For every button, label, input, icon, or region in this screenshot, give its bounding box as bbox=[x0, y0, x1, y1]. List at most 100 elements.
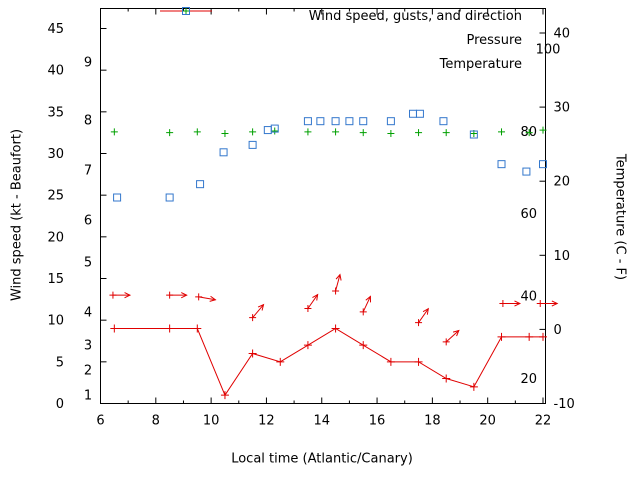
pressure-marker bbox=[166, 129, 174, 137]
wind-direction-arrowhead bbox=[422, 307, 429, 315]
legend: Wind speed, gusts, and direction Pressur… bbox=[150, 4, 522, 76]
temperature-marker bbox=[386, 117, 395, 126]
y-left-tick-label: 0 bbox=[56, 397, 64, 412]
wind-direction-arrowhead bbox=[257, 303, 265, 311]
y-left-tick-label: 35 bbox=[47, 105, 64, 120]
temperature-marker bbox=[539, 160, 547, 169]
temperature-marker bbox=[219, 148, 228, 157]
wind-speed-marker bbox=[193, 324, 202, 333]
wind-speed-marker bbox=[414, 357, 423, 366]
x-tick-label: 12 bbox=[258, 414, 275, 429]
legend-label-pressure: Pressure bbox=[466, 32, 522, 48]
wind-speed-marker bbox=[469, 382, 478, 391]
wind-speed-marker bbox=[165, 324, 174, 333]
wind-direction-arrow bbox=[335, 274, 341, 292]
temperature-square-icon bbox=[182, 7, 190, 15]
beaufort-scale-label: 6 bbox=[84, 214, 92, 229]
temperature-marker bbox=[469, 130, 478, 139]
pressure-marker bbox=[525, 129, 533, 137]
pressure-plus-icon bbox=[182, 7, 190, 15]
wind-direction-arrowhead bbox=[514, 300, 522, 307]
wind-direction-arrow bbox=[252, 304, 264, 318]
pressure-marker bbox=[271, 127, 279, 135]
y-right-tick-label: 30 bbox=[554, 101, 571, 116]
wind-direction-arrowhead bbox=[209, 295, 217, 302]
pressure-marker bbox=[221, 130, 229, 137]
pressure-marker bbox=[539, 126, 547, 134]
wind-speed-marker bbox=[442, 374, 451, 383]
wind-speed-marker bbox=[539, 332, 547, 341]
temperature-marker bbox=[303, 117, 312, 126]
legend-item-pressure: Pressure bbox=[150, 7, 522, 52]
temperature-marker bbox=[270, 124, 279, 133]
plot-border bbox=[100, 8, 546, 404]
wind-speed-marker bbox=[525, 332, 534, 341]
temperature-marker bbox=[248, 140, 257, 149]
pressure-marker bbox=[332, 128, 340, 136]
pressure-marker bbox=[442, 129, 450, 137]
wind-speed-marker bbox=[110, 324, 119, 333]
wind-direction-arrowhead bbox=[124, 292, 132, 299]
beaufort-scale-label: 7 bbox=[84, 164, 92, 179]
temperature-marker bbox=[263, 126, 272, 135]
beaufort-scale-label: 9 bbox=[84, 55, 92, 70]
y-left-tick-label: 5 bbox=[56, 355, 64, 370]
wind-direction-arrowhead bbox=[181, 292, 188, 299]
pressure-marker bbox=[415, 129, 423, 137]
x-tick-label: 14 bbox=[313, 414, 330, 429]
pressure-marker bbox=[498, 128, 506, 136]
pressure-marker bbox=[387, 130, 395, 137]
x-axis-title: Local time (Atlantic/Canary) bbox=[231, 451, 413, 467]
wind-speed-marker bbox=[386, 357, 395, 366]
y-right-tick-label: 20 bbox=[554, 175, 571, 190]
wind-speed-marker bbox=[220, 391, 229, 400]
x-tick-label: 22 bbox=[535, 414, 552, 429]
y-right-tick-label: 40 bbox=[554, 27, 571, 42]
wind-speed-marker bbox=[331, 324, 340, 333]
wind-direction-arrowhead bbox=[335, 273, 342, 281]
temperature-marker bbox=[522, 167, 531, 176]
wind-direction-arrow bbox=[445, 330, 460, 343]
left-axis-title: Wind speed (kt - Beaufort) bbox=[9, 128, 25, 302]
wind-speed-marker bbox=[276, 357, 285, 366]
fahrenheit-scale-label: 20 bbox=[520, 372, 537, 387]
temperature-marker bbox=[165, 193, 174, 202]
temperature-marker bbox=[409, 109, 418, 118]
temperature-marker bbox=[113, 193, 122, 202]
wind-direction-arrow bbox=[362, 296, 371, 313]
temperature-marker bbox=[415, 109, 424, 118]
pressure-marker bbox=[304, 128, 312, 136]
beaufort-scale-label: 8 bbox=[84, 114, 92, 129]
temperature-marker bbox=[359, 117, 368, 126]
y-left-tick-label: 10 bbox=[47, 314, 64, 329]
wind-speed-marker bbox=[248, 349, 257, 358]
fahrenheit-scale-label: 40 bbox=[520, 289, 537, 304]
y-left-tick-label: 40 bbox=[47, 64, 64, 79]
temperature-marker bbox=[439, 117, 448, 126]
temperature-marker bbox=[497, 160, 506, 169]
pressure-marker bbox=[359, 129, 367, 137]
y-left-tick-label: 15 bbox=[47, 272, 64, 287]
pressure-marker bbox=[193, 128, 201, 136]
x-tick-label: 20 bbox=[479, 414, 496, 429]
gust-marker bbox=[415, 319, 423, 327]
wind-speed-marker bbox=[359, 341, 368, 350]
wind-speed-marker bbox=[497, 332, 506, 341]
right-axis-title: Temperature (C - F) bbox=[612, 153, 628, 281]
legend-label-temperature: Temperature bbox=[439, 56, 522, 72]
fahrenheit-scale-label: 60 bbox=[520, 207, 537, 222]
gust-marker bbox=[249, 314, 257, 322]
wind-direction-arrow bbox=[198, 296, 216, 301]
pressure-marker bbox=[110, 128, 118, 136]
beaufort-scale-label: 2 bbox=[84, 364, 92, 379]
pressure-marker bbox=[249, 128, 257, 136]
x-tick-label: 18 bbox=[424, 414, 441, 429]
wind-speed-line bbox=[114, 327, 543, 397]
beaufort-scale-label: 4 bbox=[84, 305, 92, 320]
wind-direction-arrowhead bbox=[365, 295, 372, 303]
x-tick-label: 10 bbox=[203, 414, 220, 429]
y-left-tick-label: 30 bbox=[47, 147, 64, 162]
y-right-tick-label: -10 bbox=[554, 397, 575, 412]
